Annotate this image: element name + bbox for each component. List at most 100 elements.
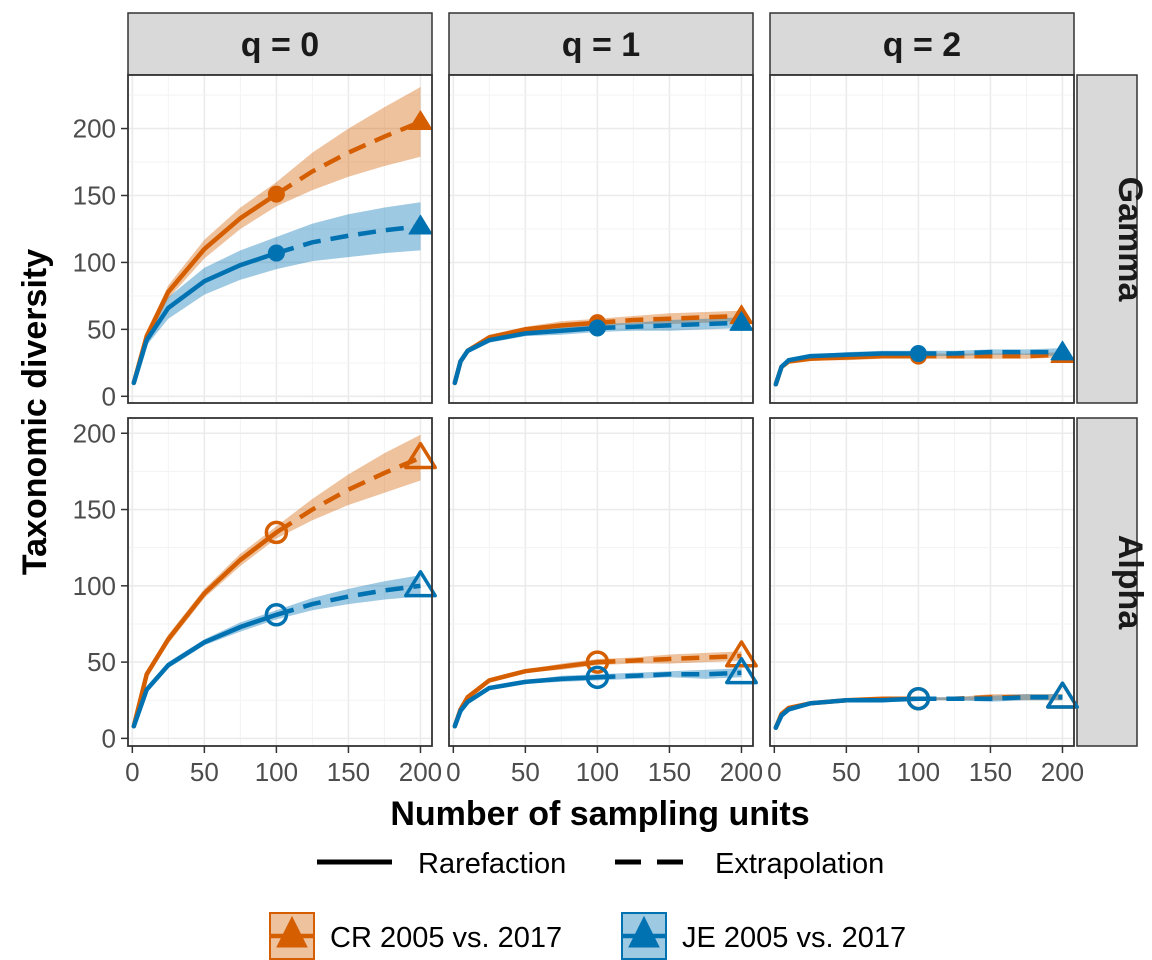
observed-point-marker — [585, 665, 610, 690]
y-tick-label: 0 — [102, 381, 116, 411]
x-tick-label: 150 — [648, 757, 691, 787]
y-tick-label: 50 — [87, 647, 116, 677]
observed-point-marker — [585, 650, 610, 674]
x-tick-label: 200 — [399, 757, 442, 787]
gridlines — [770, 418, 1074, 746]
extrapolation-line — [597, 313, 742, 325]
panel-border — [127, 74, 433, 404]
column-strip-label: q = 0 — [241, 26, 319, 64]
x-tick-label: 150 — [969, 757, 1012, 787]
plot-area — [773, 348, 1063, 387]
y-tick-label: 200 — [73, 418, 116, 448]
y-tick-label: 100 — [73, 571, 116, 601]
y-tick-label: 100 — [73, 247, 116, 277]
extrapolation-line — [918, 694, 1063, 701]
column-strip-label: q = 1 — [562, 26, 640, 64]
column-strip-label: q = 2 — [883, 26, 961, 64]
extrapolation-line — [597, 320, 742, 331]
column-strip: q = 0 — [127, 12, 433, 76]
extrapolated-endpoint-marker — [1050, 340, 1075, 361]
panel: 0 50 100 150 200 — [73, 74, 433, 411]
x-tick-label: 100 — [576, 757, 619, 787]
plot-area — [131, 87, 422, 386]
observed-point-marker — [588, 319, 606, 337]
y-tick-label: 150 — [73, 180, 116, 210]
panel-border — [448, 417, 754, 747]
x-tick-label: 50 — [190, 757, 219, 787]
row-strip-label: Alpha — [1111, 535, 1149, 631]
x-tick-label: 0 — [125, 757, 139, 787]
y-axis-title: Taxonomic diversity — [16, 249, 54, 575]
x-tick-label: 0 — [446, 757, 460, 787]
confidence-band — [133, 87, 421, 383]
extrapolation-line — [275, 224, 421, 256]
plot-area — [773, 694, 1063, 730]
column-strip: q = 1 — [448, 12, 754, 76]
rarefaction-line — [131, 530, 279, 729]
observed-point-marker — [267, 185, 285, 203]
observed-point-marker — [264, 603, 289, 627]
x-axis-title: Number of sampling units — [390, 795, 809, 833]
extrapolated-endpoint-marker — [725, 657, 758, 685]
row-strip-label: Gamma — [1111, 177, 1149, 303]
observed-point-marker — [906, 686, 931, 711]
panel — [769, 74, 1075, 404]
extrapolation-line — [597, 653, 742, 665]
extrapolated-endpoint-marker — [725, 640, 758, 668]
rarefaction-line — [773, 696, 921, 730]
extrapolation-line — [597, 670, 742, 680]
row-strip: Alpha — [1076, 417, 1149, 747]
series-legend-label: CR 2005 vs. 2017 — [330, 922, 562, 954]
panel-background — [128, 75, 432, 403]
panel: 0 50 100 150 200 — [767, 417, 1084, 787]
extrapolation-legend-label: Extrapolation — [715, 848, 884, 880]
x-tick-label: 50 — [832, 757, 861, 787]
rarefaction-legend-label: Rarefaction — [418, 848, 566, 880]
y-tick-label: 50 — [87, 314, 116, 344]
panel: 0 50 100 150 200 0 50 100 150 200 — [73, 417, 442, 787]
plot-area — [131, 434, 422, 729]
panel — [448, 74, 754, 404]
plot-area — [452, 651, 742, 729]
y-tick-label: 0 — [102, 723, 116, 753]
confidence-band — [133, 202, 421, 383]
series-legend-item: CR 2005 vs. 2017 — [269, 912, 562, 960]
legend: Rarefaction Extrapolation CR 2005 vs. 2017… — [269, 848, 906, 960]
gridlines — [449, 418, 753, 746]
panel-background — [449, 418, 753, 746]
panel-border — [769, 74, 1075, 404]
observed-point-marker — [264, 520, 289, 545]
series-legend-marker — [276, 915, 308, 948]
observed-point-marker — [909, 344, 927, 362]
panel-background — [770, 418, 1074, 746]
panel-border — [127, 417, 433, 747]
confidence-band — [133, 434, 421, 727]
rarefaction-line — [452, 325, 600, 386]
x-tick-label: 150 — [327, 757, 370, 787]
confidence-band — [775, 352, 1063, 385]
extrapolation-line — [275, 583, 421, 617]
panel-border — [448, 74, 754, 404]
column-strip: q = 2 — [769, 12, 1075, 76]
extrapolation-line — [918, 349, 1063, 356]
panel-border — [769, 417, 1075, 747]
series-legend-label: JE 2005 vs. 2017 — [682, 922, 906, 954]
panel: 0 50 100 150 200 — [446, 417, 763, 787]
rarefaction-line — [131, 250, 279, 386]
x-tick-label: 0 — [767, 757, 781, 787]
extrapolated-endpoint-marker — [729, 311, 754, 331]
extrapolation-line — [275, 455, 422, 535]
extrapolated-endpoint-marker — [404, 570, 437, 598]
rarefaction-line — [452, 675, 600, 729]
extrapolated-endpoint-marker — [408, 214, 433, 235]
gridlines — [449, 75, 753, 403]
extrapolation-line — [918, 352, 1063, 359]
panel-background — [449, 75, 753, 403]
rarefaction-line — [773, 351, 921, 387]
extrapolation-line — [275, 119, 422, 197]
x-tick-label: 50 — [511, 757, 540, 787]
series-legend-item: JE 2005 vs. 2017 — [621, 912, 906, 960]
gridlines — [128, 75, 432, 403]
